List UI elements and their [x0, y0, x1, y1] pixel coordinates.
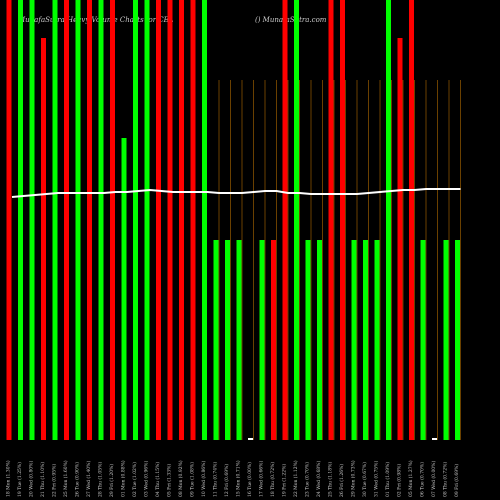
x-tick-label: 19 Tue (1.25%) [16, 462, 23, 497]
x-tick-label: 10 Wed (0.86%) [200, 461, 207, 497]
bar [144, 0, 150, 440]
x-tick-label: 12 Fri (0.69%) [223, 464, 230, 497]
x-tick-label: 17 Wed (0.66%) [258, 461, 265, 497]
chart-title: MunafaSutra Heavy Volume Charts for CBL [17, 16, 174, 24]
bar [374, 240, 380, 440]
bar [190, 0, 196, 440]
x-tick-label: 11 Thu (0.74%) [212, 462, 219, 497]
bar [87, 0, 92, 440]
bar [271, 240, 276, 440]
x-tick-label: 26 Fri (1.26%) [338, 464, 345, 497]
price-line [11, 188, 461, 198]
bar [167, 0, 173, 440]
x-tick-label: 07 Wed (0.00%) [430, 461, 437, 497]
bar [213, 240, 219, 440]
x-tick-label: 09 Fri (0.69%) [453, 464, 460, 497]
bar [236, 240, 242, 440]
x-tick-label: 01 Mon (0.88%) [120, 460, 127, 497]
bar [409, 0, 414, 440]
bar [121, 138, 127, 440]
bar [98, 0, 104, 440]
x-tick-label: 19 Fri (1.22%) [281, 464, 288, 497]
x-tick-label: 15 Mon (0.71%) [235, 460, 242, 497]
x-tick-label: 21 Thu (1.10%) [39, 462, 46, 497]
x-tick-label: 30 Tue (0.67%) [361, 462, 368, 497]
x-tick-label: 26 Tue (0.90%) [74, 462, 81, 497]
x-tick-label: 20 Wed (0.80%) [28, 461, 35, 497]
bar [294, 0, 299, 440]
x-tick-label: 28 Thu (1.05%) [97, 462, 104, 497]
x-tick-label: 05 Mon (1.27%) [407, 460, 414, 497]
x-tick-label: 23 Tue (0.70%) [304, 462, 311, 497]
x-tick-label: 04 Thu (1.15%) [154, 462, 161, 497]
x-tick-label: 24 Wed (0.68%) [315, 461, 322, 497]
x-tick-label: 25 Mon (1.60%) [62, 460, 69, 497]
x-tick-label: 08 Mon (0.92%) [177, 460, 184, 497]
x-tick-label: 05 Fri (1.33%) [166, 464, 173, 497]
bar [305, 240, 311, 440]
bar [75, 0, 81, 440]
bar [202, 0, 207, 440]
x-tick-label: 02 Tue (1.02%) [131, 462, 138, 497]
x-tick-label: 18 Thu (0.72%) [269, 462, 276, 497]
bar [18, 0, 23, 440]
bar [179, 0, 184, 440]
bar [133, 0, 138, 440]
bar [420, 240, 426, 440]
x-tick-label: 25 Thu (1.18%) [327, 462, 334, 497]
x-tick-label: 22 Fri (0.95%) [51, 464, 58, 497]
bar [443, 240, 449, 440]
bar [282, 0, 288, 440]
x-tick-label: 22 Mon (1.12%) [292, 460, 299, 497]
x-tick-label: 29 Mon (0.73%) [350, 460, 357, 497]
bar [397, 38, 403, 440]
bar [225, 240, 230, 440]
bar [64, 0, 69, 440]
bar [110, 0, 115, 440]
x-tick-label: 08 Thu (0.72%) [442, 462, 449, 497]
x-tick-label: 29 Fri (1.20%) [108, 464, 115, 497]
bar [363, 240, 368, 440]
bar [29, 0, 35, 440]
bar [259, 240, 265, 440]
bar [52, 0, 58, 440]
bar [328, 0, 334, 440]
bar [41, 38, 46, 440]
bar [6, 0, 12, 440]
x-tick-label: 27 Wed (1.40%) [85, 461, 92, 497]
bar [432, 438, 437, 440]
bar [351, 240, 357, 440]
x-tick-label: 18 Mon (1.30%) [5, 460, 12, 497]
x-tick-label: 02 Fri (0.98%) [396, 464, 403, 497]
bar [386, 0, 391, 440]
bar [248, 438, 253, 440]
x-tick-label: 31 Wed (0.75%) [373, 461, 380, 497]
bar [317, 240, 322, 440]
x-tick-label: 03 Wed (0.96%) [143, 461, 150, 497]
bar [156, 0, 161, 440]
bar [340, 0, 345, 440]
chart-subtitle: () MunafaSutra.com [255, 16, 327, 24]
bar [455, 240, 460, 440]
x-tick-label: 16 Tue (0.00%) [246, 462, 253, 497]
x-tick-label: 09 Tue (1.08%) [189, 462, 196, 497]
x-tick-label: 06 Tue (0.70%) [419, 462, 426, 497]
x-tick-label: 01 Thu (1.09%) [384, 462, 391, 497]
